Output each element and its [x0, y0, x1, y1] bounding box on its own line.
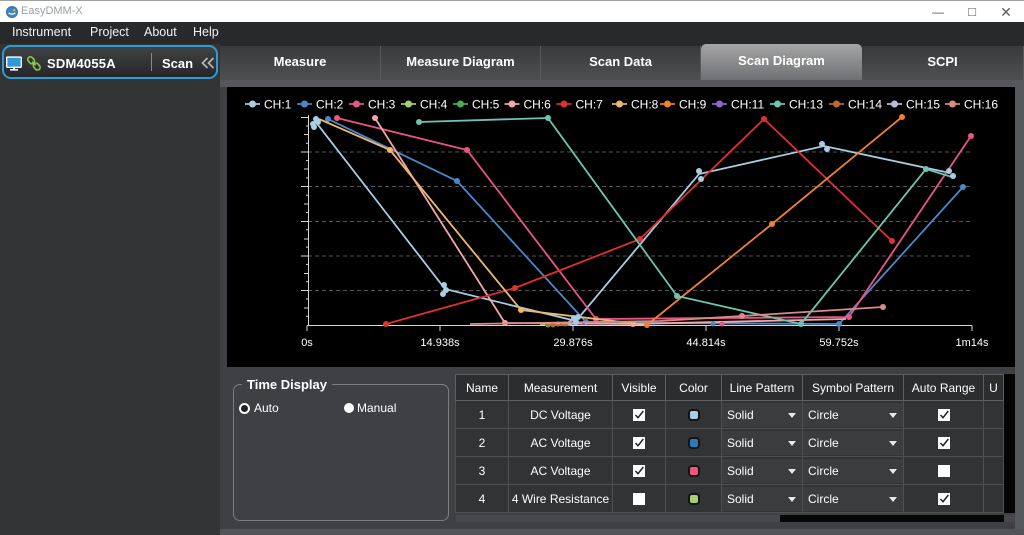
svg-text:CH:11: CH:11	[731, 98, 764, 112]
svg-text:44.814s: 44.814s	[686, 337, 726, 349]
svg-text:0s: 0s	[301, 337, 313, 349]
svg-text:CH:4: CH:4	[420, 98, 448, 112]
svg-text:CH:2: CH:2	[316, 98, 344, 112]
svg-text:CH:13: CH:13	[789, 98, 823, 112]
svg-text:CH:1: CH:1	[264, 98, 292, 112]
svg-text:CH:15: CH:15	[906, 98, 940, 112]
svg-text:1m14s: 1m14s	[955, 337, 989, 349]
svg-text:CH:6: CH:6	[524, 98, 552, 112]
svg-text:14.938s: 14.938s	[420, 337, 460, 349]
svg-text:CH:16: CH:16	[964, 98, 998, 112]
svg-text:29.876s: 29.876s	[553, 337, 593, 349]
svg-text:CH:7: CH:7	[576, 98, 604, 112]
svg-text:CH:8: CH:8	[631, 98, 659, 112]
svg-text:CH:3: CH:3	[368, 98, 396, 112]
svg-text:CH:9: CH:9	[679, 98, 707, 112]
svg-text:59.752s: 59.752s	[819, 337, 859, 349]
svg-text:CH:5: CH:5	[472, 98, 500, 112]
svg-text:CH:14: CH:14	[848, 98, 882, 112]
